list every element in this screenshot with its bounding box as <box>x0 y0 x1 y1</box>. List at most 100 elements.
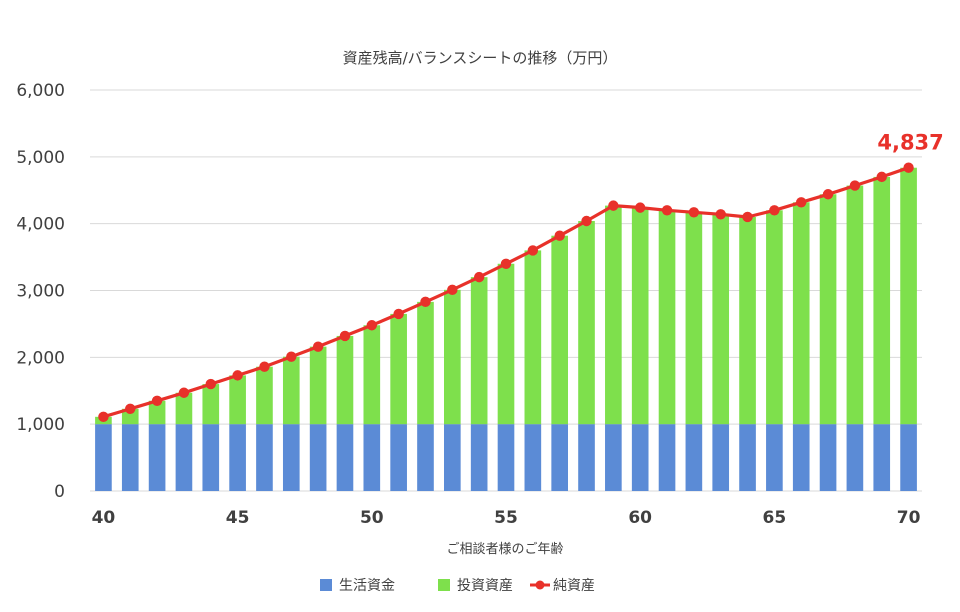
x-tick-label: 65 <box>763 508 787 528</box>
x-tick-label: 40 <box>92 508 116 528</box>
living-funds-bar <box>121 424 139 491</box>
y-tick-label: 1,000 <box>16 415 65 435</box>
x-axis-ticks: 40 45 50 55 60 65 70 <box>92 508 921 528</box>
investment-assets-bar <box>631 207 649 425</box>
net-assets-point <box>581 215 592 227</box>
living-funds-bar <box>792 424 810 491</box>
living-funds-bar <box>417 424 434 491</box>
investment-assets-bar <box>417 301 434 425</box>
living-funds-bar <box>282 424 300 491</box>
living-funds-bar <box>363 424 381 491</box>
annotations: 4,837 <box>877 131 943 155</box>
net-assets-point <box>500 258 512 269</box>
living-funds-bar <box>605 424 622 491</box>
y-tick-label: 2,000 <box>16 348 65 368</box>
net-assets-point <box>903 162 914 173</box>
net-assets-point <box>259 361 270 372</box>
investment-assets-bar <box>846 185 864 425</box>
net-assets-point <box>339 330 351 342</box>
living-funds-bar <box>95 424 112 491</box>
living-funds-bar <box>766 424 783 491</box>
net-assets-point <box>393 308 404 320</box>
legend-label: 生活資金 <box>339 578 395 594</box>
legend-marker <box>535 580 545 590</box>
net-assets-point <box>286 351 297 362</box>
net-assets-point <box>232 370 243 381</box>
living-funds-bar <box>578 424 595 491</box>
investment-assets-bar <box>792 202 810 425</box>
living-funds-bar <box>846 424 864 491</box>
investment-assets-bar <box>658 210 676 425</box>
investment-assets-bar <box>148 400 166 425</box>
legend-label: 純資産 <box>553 578 595 594</box>
living-funds-bar <box>819 424 837 491</box>
net-assets-point <box>125 403 136 414</box>
living-funds-bar <box>631 424 649 491</box>
net-assets-point <box>769 205 780 216</box>
y-tick-label: 0 <box>54 482 65 502</box>
net-assets-point <box>554 230 565 241</box>
investment-assets-bar <box>121 408 139 425</box>
x-tick-label: 70 <box>897 508 921 528</box>
net-assets-point <box>849 180 861 191</box>
net-assets-point <box>473 271 485 283</box>
living-funds-bar <box>390 424 407 491</box>
living-funds-bar <box>229 424 246 491</box>
investment-assets-bar <box>578 220 595 425</box>
investment-assets-bar <box>202 384 220 425</box>
net-assets-point <box>447 284 458 296</box>
living-funds-bar <box>873 424 891 491</box>
investment-assets-bar <box>336 335 354 425</box>
net-assets-point <box>742 211 753 223</box>
net-assets-line-layer <box>98 162 914 423</box>
x-axis-label: ご相談者様のご年齢 <box>446 541 563 557</box>
living-funds-bar <box>712 424 730 491</box>
y-tick-label: 6,000 <box>16 81 65 101</box>
investment-assets-bar <box>497 263 515 425</box>
living-funds-bar <box>444 424 461 491</box>
investment-assets-bar <box>524 250 542 425</box>
legend-label: 投資資産 <box>457 578 513 594</box>
investment-assets-bar <box>819 194 837 425</box>
y-tick-label: 4,000 <box>16 215 65 235</box>
investment-assets-bar <box>900 167 917 425</box>
living-funds-bar <box>900 424 917 491</box>
x-tick-label: 50 <box>360 508 384 528</box>
living-funds-bar <box>551 424 568 491</box>
net-assets-point <box>98 411 109 423</box>
net-assets-point <box>312 341 324 352</box>
living-funds-bar <box>309 424 327 491</box>
investment-assets-bar <box>739 216 756 425</box>
investment-assets-bar <box>363 325 381 425</box>
net-assets-point <box>608 200 619 211</box>
net-assets-point <box>634 202 646 213</box>
net-assets-point <box>178 387 190 398</box>
investment-assets-bar <box>256 366 273 425</box>
net-assets-point <box>796 197 807 208</box>
net-assets-point <box>876 171 887 183</box>
legend: 生活資金 投資資産 純資産 <box>320 578 595 594</box>
investment-assets-bar <box>712 214 730 425</box>
living-funds-bar <box>524 424 542 491</box>
net-assets-point <box>661 205 673 216</box>
investment-assets-bar <box>444 289 461 425</box>
legend-item: 生活資金 <box>320 578 395 594</box>
investment-assets-bar <box>873 176 891 425</box>
x-tick-label: 45 <box>226 508 250 528</box>
x-tick-label: 60 <box>628 508 652 528</box>
living-funds-bar <box>497 424 515 491</box>
y-tick-label: 5,000 <box>16 148 65 168</box>
x-tick-label: 55 <box>494 508 518 528</box>
investment-assets-bar <box>605 205 622 425</box>
bars <box>95 167 917 491</box>
net-assets-point <box>715 209 726 220</box>
net-assets-point <box>688 207 700 218</box>
net-assets-point <box>151 395 163 406</box>
living-funds-bar <box>148 424 166 491</box>
legend-item: 投資資産 <box>438 578 513 594</box>
net-assets-point <box>822 189 834 200</box>
living-funds-bar <box>256 424 273 491</box>
living-funds-bar <box>470 424 488 491</box>
chart-title: 資産残高/バランスシートの推移（万円） <box>343 49 618 67</box>
